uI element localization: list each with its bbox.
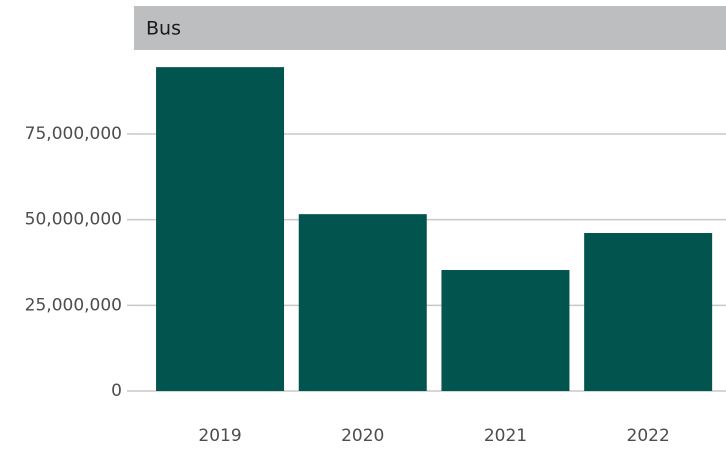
y-tick-label: 50,000,000 bbox=[25, 210, 122, 230]
bar bbox=[298, 214, 427, 391]
facet-strip bbox=[134, 6, 726, 50]
x-tick-label: 2019 bbox=[198, 426, 241, 446]
bar bbox=[441, 270, 570, 391]
y-tick-label: 75,000,000 bbox=[25, 124, 122, 144]
x-tick-label: 2020 bbox=[341, 426, 384, 446]
y-tick-label: 25,000,000 bbox=[25, 295, 122, 315]
x-tick-label: 2022 bbox=[627, 426, 670, 446]
y-tick-label: 0 bbox=[111, 381, 122, 401]
bar bbox=[584, 233, 713, 391]
chart-title: Bus bbox=[146, 18, 181, 40]
x-tick-label: 2021 bbox=[484, 426, 527, 446]
bar bbox=[156, 67, 285, 391]
